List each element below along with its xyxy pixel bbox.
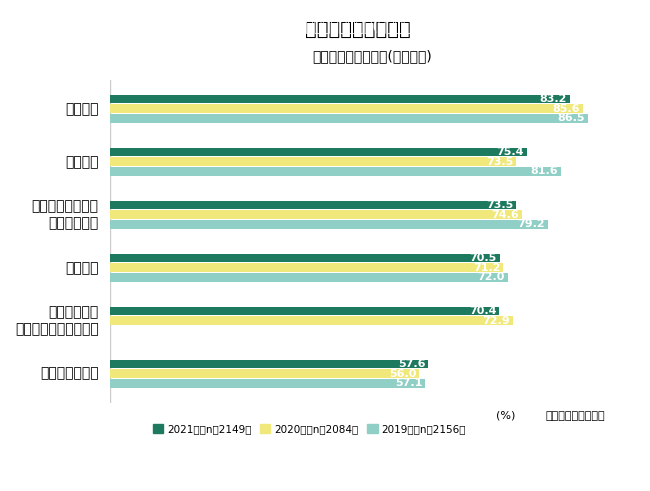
Bar bbox=[110, 105, 583, 113]
Bar bbox=[110, 167, 561, 176]
Bar bbox=[110, 114, 588, 123]
Bar bbox=[110, 158, 516, 166]
Bar bbox=[110, 211, 522, 219]
Text: 85.6: 85.6 bbox=[552, 104, 580, 114]
Bar bbox=[110, 273, 508, 281]
Text: 57.6: 57.6 bbox=[398, 359, 426, 369]
Text: 73.5: 73.5 bbox=[486, 157, 514, 167]
Text: 現在感じている不安: 現在感じている不安 bbox=[305, 20, 410, 39]
Bar bbox=[110, 264, 504, 272]
Bar bbox=[110, 254, 500, 262]
Text: (%): (%) bbox=[496, 410, 515, 420]
Text: 70.5: 70.5 bbox=[469, 253, 497, 263]
Text: 現在感じている不安(複数回答): 現在感じている不安(複数回答) bbox=[298, 20, 417, 34]
Text: 71.2: 71.2 bbox=[473, 263, 500, 273]
Text: 72.9: 72.9 bbox=[482, 316, 510, 326]
Text: 81.6: 81.6 bbox=[530, 166, 558, 176]
Text: 73.5: 73.5 bbox=[486, 200, 514, 210]
Text: 74.6: 74.6 bbox=[491, 210, 519, 219]
Text: 56.0: 56.0 bbox=[389, 369, 417, 379]
Text: 70.4: 70.4 bbox=[469, 306, 496, 316]
Text: 72.0: 72.0 bbox=[478, 273, 505, 282]
Bar bbox=[110, 360, 428, 368]
Bar bbox=[110, 307, 499, 315]
Text: 57.1: 57.1 bbox=[395, 379, 422, 388]
Bar bbox=[110, 220, 548, 229]
Bar bbox=[110, 201, 516, 209]
Legend: 2021年（n＝2149）, 2020年（n＝2084）, 2019年（n＝2156）: 2021年（n＝2149）, 2020年（n＝2084）, 2019年（n＝21… bbox=[153, 424, 466, 434]
Text: 79.2: 79.2 bbox=[517, 219, 545, 229]
Bar bbox=[110, 379, 426, 387]
Bar bbox=[110, 95, 570, 103]
Title: 現在感じている不安(複数回答): 現在感じている不安(複数回答) bbox=[313, 50, 432, 63]
Bar bbox=[110, 369, 419, 378]
Text: 83.2: 83.2 bbox=[540, 94, 567, 104]
Bar bbox=[110, 317, 513, 325]
Text: カーディフ生命調べ: カーディフ生命調べ bbox=[546, 410, 605, 420]
Text: 86.5: 86.5 bbox=[558, 113, 585, 123]
Text: 75.4: 75.4 bbox=[497, 147, 524, 157]
Bar bbox=[110, 148, 526, 156]
